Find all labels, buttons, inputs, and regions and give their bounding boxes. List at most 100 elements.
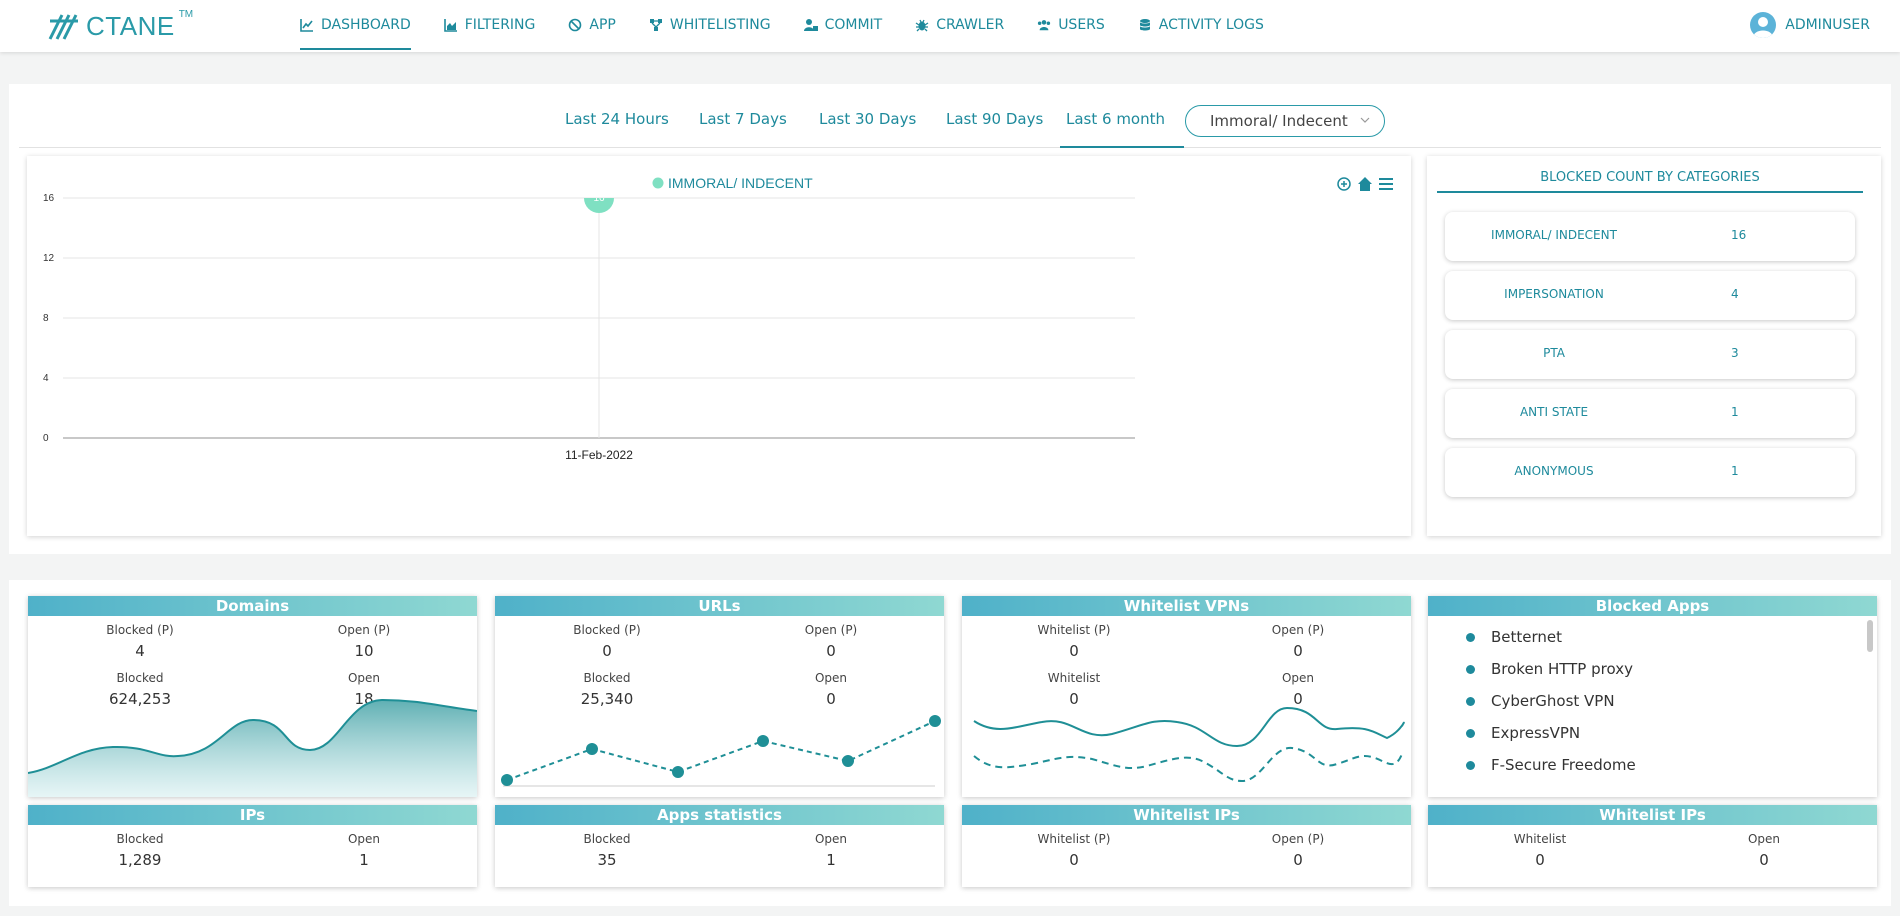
stat-label: Open xyxy=(347,832,381,846)
vpns-sparkline xyxy=(973,706,1405,783)
list-item[interactable]: Betternet xyxy=(1466,628,1562,646)
category-name: ANTI STATE xyxy=(1519,405,1589,419)
overview-panel: Last 24 Hours Last 7 Days Last 30 Days L… xyxy=(9,84,1891,554)
tab-last-24-hours[interactable]: Last 24 Hours xyxy=(565,110,669,128)
zoom-in-icon[interactable] xyxy=(1337,177,1351,191)
category-row[interactable]: IMMORAL/ INDECENT 16 xyxy=(1445,212,1855,261)
category-row[interactable]: ANONYMOUS 1 xyxy=(1445,448,1855,497)
nav-item-crawler[interactable]: CRAWLER xyxy=(915,0,1004,50)
category-name: IMPERSONATION xyxy=(1504,287,1604,301)
y-tick-label: 12 xyxy=(43,253,55,264)
stat-label: Blocked xyxy=(116,671,164,685)
nav-item-commit[interactable]: COMMIT xyxy=(803,0,883,50)
category-count: 1 xyxy=(1731,405,1739,419)
logo-trademark: TM xyxy=(178,8,194,20)
category-row[interactable]: IMPERSONATION 4 xyxy=(1445,271,1855,320)
stat-label: Open (P) xyxy=(1271,623,1325,637)
share-nodes-icon xyxy=(649,18,663,32)
app-name: CyberGhost VPN xyxy=(1491,692,1615,710)
app-name: ExpressVPN xyxy=(1491,724,1581,742)
whitelist-vpns-card: Whitelist VPNs Whitelist (P) Open (P) 0 … xyxy=(962,596,1411,797)
stat-value: 1 xyxy=(826,851,836,869)
scrollbar[interactable] xyxy=(1867,620,1873,652)
urls-card: URLs Blocked (P) Open (P) 0 0 Blocked Op… xyxy=(495,596,944,797)
nav-item-users[interactable]: USERS xyxy=(1037,0,1105,50)
panel-title: BLOCKED COUNT BY CATEGORIES xyxy=(1437,170,1863,193)
users-icon xyxy=(1037,18,1051,32)
stat-label: Open xyxy=(1747,832,1781,846)
stat-label: Open xyxy=(814,671,848,685)
stat-value: 1 xyxy=(359,851,369,869)
card-title: Whitelist IPs xyxy=(1428,805,1877,825)
bug-icon xyxy=(915,18,929,32)
nav-item-activity-logs[interactable]: ACTIVITY LOGS xyxy=(1138,0,1264,50)
stat-value: 25,340 xyxy=(580,690,634,708)
chart-legend[interactable]: IMMORAL/ INDECENT xyxy=(652,175,814,191)
logo-icon xyxy=(48,14,78,40)
category-select[interactable]: Immoral/ Indecent xyxy=(1185,105,1385,137)
stat-label: Open (P) xyxy=(1271,832,1325,846)
menu-icon[interactable] xyxy=(1379,178,1393,190)
whitelist-ips-pending-card: Whitelist IPs Whitelist (P) Open (P) 0 0 xyxy=(962,805,1411,887)
stat-label: Open xyxy=(814,832,848,846)
stat-value: 1,289 xyxy=(118,851,162,869)
nav-item-dashboard[interactable]: DASHBOARD xyxy=(300,0,411,50)
stat-value: 0 xyxy=(1759,851,1769,869)
card-title: Whitelist IPs xyxy=(962,805,1411,825)
category-count: 3 xyxy=(1731,346,1739,360)
category-row[interactable]: PTA 3 xyxy=(1445,330,1855,379)
nav-item-label: ACTIVITY LOGS xyxy=(1158,17,1264,33)
category-select-value: Immoral/ Indecent xyxy=(1210,112,1348,130)
nav-item-label: CRAWLER xyxy=(936,17,1005,33)
legend-label: IMMORAL/ INDECENT xyxy=(668,175,813,191)
chart-area-icon xyxy=(443,18,458,32)
tab-last-90-days[interactable]: Last 90 Days xyxy=(946,110,1044,128)
nav-item-label: WHITELISTING xyxy=(669,17,771,33)
user-name: ADMINUSER xyxy=(1785,17,1870,33)
list-item[interactable]: F-Secure Freedome xyxy=(1466,756,1636,774)
data-label: 16 xyxy=(593,193,605,204)
nav-item-label: APP xyxy=(589,17,616,33)
nav-item-label: USERS xyxy=(1058,17,1105,33)
data-point[interactable] xyxy=(584,183,614,213)
tab-last-7-days[interactable]: Last 7 Days xyxy=(699,110,787,128)
user-menu[interactable]: ADMINUSER xyxy=(1750,12,1870,38)
tab-last-30-days[interactable]: Last 30 Days xyxy=(819,110,917,128)
home-icon[interactable] xyxy=(1358,177,1372,191)
user-lock-icon xyxy=(803,18,818,32)
nav-item-filtering[interactable]: FILTERING xyxy=(443,0,535,50)
apps-statistics-card: Apps statistics Blocked Open 35 1 xyxy=(495,805,944,887)
app-name: F-Secure Freedome xyxy=(1491,756,1636,774)
stat-value: 0 xyxy=(1069,642,1079,660)
chevron-down-icon xyxy=(1360,117,1370,123)
stat-value: 0 xyxy=(826,690,836,708)
whitelist-ips-card: Whitelist IPs Whitelist Open 0 0 xyxy=(1428,805,1877,887)
tab-last-6-month[interactable]: Last 6 month xyxy=(1066,110,1166,128)
y-tick-label: 0 xyxy=(43,433,49,444)
stat-value: 0 xyxy=(826,642,836,660)
stat-value: 0 xyxy=(1293,642,1303,660)
list-item[interactable]: ExpressVPN xyxy=(1466,724,1580,742)
stat-label: Blocked xyxy=(583,832,631,846)
card-title: Blocked Apps xyxy=(1428,596,1877,616)
logo-text: CTANE xyxy=(86,10,175,41)
category-row[interactable]: ANTI STATE 1 xyxy=(1445,389,1855,438)
logo[interactable]: CTANE TM xyxy=(48,8,193,44)
chart-line-icon xyxy=(300,18,314,32)
stat-value: 0 xyxy=(1293,690,1303,708)
nav-item-label: COMMIT xyxy=(824,17,883,33)
nav-item-whitelisting[interactable]: WHITELISTING xyxy=(649,0,771,50)
category-count: 1 xyxy=(1731,464,1739,478)
stat-value: 4 xyxy=(135,642,145,660)
list-item[interactable]: CyberGhost VPN xyxy=(1466,692,1615,710)
stat-value: 0 xyxy=(1069,690,1079,708)
category-name: PTA xyxy=(1543,346,1565,360)
nav-item-app[interactable]: APP xyxy=(568,0,616,50)
stat-label: Blocked xyxy=(583,671,631,685)
database-icon xyxy=(1138,18,1152,32)
stat-label: Open xyxy=(1281,671,1315,685)
stat-label: Whitelist xyxy=(1047,671,1101,685)
ban-icon xyxy=(568,18,582,32)
list-item[interactable]: Broken HTTP proxy xyxy=(1466,660,1633,678)
ips-card: IPs Blocked Open 1,289 1 xyxy=(28,805,477,887)
